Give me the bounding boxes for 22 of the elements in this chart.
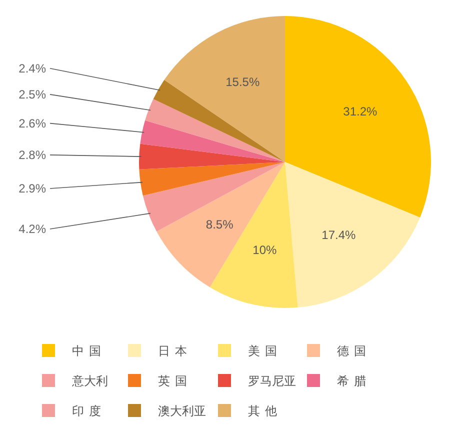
legend-label: 罗马尼亚 <box>248 374 296 388</box>
data-label: 2.6% <box>18 116 46 130</box>
data-label: 8.5% <box>206 218 234 232</box>
data-label: 2.8% <box>18 148 46 162</box>
legend-label: 美国 <box>248 344 282 358</box>
legend-label: 日本 <box>158 344 192 358</box>
data-label: 2.4% <box>18 61 46 76</box>
data-label: 2.5% <box>18 87 46 102</box>
legend-label: 中国 <box>72 344 106 358</box>
data-label: 15.5% <box>226 75 260 89</box>
legend-label: 澳大利亚 <box>158 404 206 418</box>
legend-label: 德国 <box>337 344 371 358</box>
legend-label: 其他 <box>248 404 282 418</box>
legend-label: 意大利 <box>71 374 108 388</box>
legend-label: 印度 <box>72 404 106 418</box>
data-label: 2.9% <box>18 181 46 196</box>
legend-label: 英国 <box>158 374 192 388</box>
data-label: 10% <box>252 243 278 258</box>
data-label: 4.2% <box>18 222 46 236</box>
data-label: 17.4% <box>322 228 356 242</box>
legend-label: 希腊 <box>337 374 371 388</box>
data-label: 31.2% <box>343 104 378 119</box>
